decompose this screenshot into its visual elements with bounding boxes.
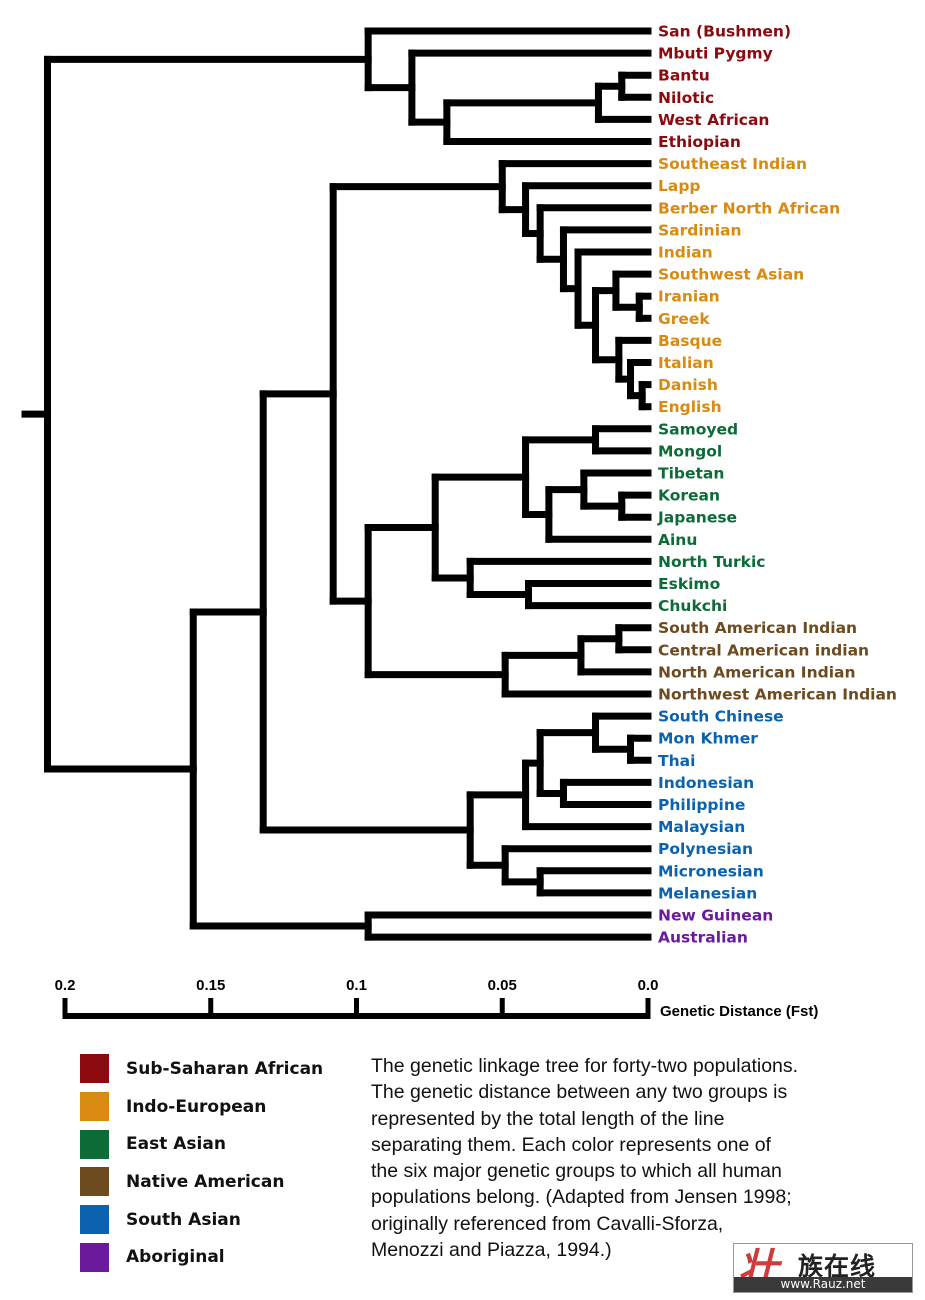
leaf-label: Chukchi xyxy=(658,597,727,615)
legend-label: South Asian xyxy=(126,1209,241,1230)
leaf-label: Southeast Indian xyxy=(658,155,807,173)
leaf-label: North American Indian xyxy=(658,663,856,681)
leaf-label: Nilotic xyxy=(658,89,714,107)
leaf-label: Melanesian xyxy=(658,884,757,902)
legend-item: South Asian xyxy=(80,1201,323,1239)
leaf-label: English xyxy=(658,398,722,416)
leaf-label: Ethiopian xyxy=(658,133,741,151)
watermark-logo[interactable]: 壮 族在线 www.Rauz.net xyxy=(733,1243,913,1293)
leaf-label: Indian xyxy=(658,244,713,262)
caption-text: The genetic linkage tree for forty-two p… xyxy=(371,1055,799,1262)
legend-swatch xyxy=(80,1205,109,1235)
legend-item: East Asian xyxy=(80,1125,323,1163)
legend-item: Indo-European xyxy=(80,1088,323,1126)
leaf-label: Samoyed xyxy=(658,420,738,438)
leaf-label: Iranian xyxy=(658,288,720,306)
legend-label: East Asian xyxy=(126,1134,226,1155)
leaf-label: Sardinian xyxy=(658,221,742,239)
leaf-label: Central American indian xyxy=(658,641,869,659)
leaf-label: Southwest Asian xyxy=(658,266,804,284)
leaf-label: Australian xyxy=(658,929,748,947)
leaf-label: Korean xyxy=(658,487,720,505)
leaf-label: South American Indian xyxy=(658,619,857,637)
leaf-label: Mbuti Pygmy xyxy=(658,45,773,63)
genetic-tree-diagram: San (Bushmen) Mbuti Pygmy Bantu Nilotic West… xyxy=(21,23,897,1020)
leaf-label: Greek xyxy=(658,310,710,328)
leaf-label: Bantu xyxy=(658,67,710,85)
leaf-label: Northwest American Indian xyxy=(658,686,897,704)
legend-label: Indo-European xyxy=(126,1096,267,1117)
leaf-label: Italian xyxy=(658,354,714,372)
leaf-labels: San (Bushmen) Mbuti Pygmy Bantu Nilotic West… xyxy=(657,23,897,947)
leaf-label: Thai xyxy=(658,752,695,770)
leaf-label: Philippine xyxy=(658,796,745,814)
leaf-label: Danish xyxy=(658,376,718,394)
leaf-label: North Turkic xyxy=(658,553,765,571)
tree-branches xyxy=(21,27,652,941)
leaf-label: Polynesian xyxy=(658,840,753,858)
legend-swatch xyxy=(80,1092,109,1122)
leaf-label: San (Bushmen) xyxy=(658,23,791,41)
leaf-label: New Guinean xyxy=(658,907,773,925)
legend-label: Sub-Saharan African xyxy=(126,1058,324,1079)
leaf-label: Tibetan xyxy=(658,465,724,483)
legend-swatch xyxy=(80,1054,109,1084)
leaf-label: Japanese xyxy=(657,509,737,527)
leaf-label: Lapp xyxy=(658,177,701,195)
watermark-url[interactable]: www.Rauz.net xyxy=(734,1277,912,1292)
leaf-label: West African xyxy=(658,111,769,129)
legend-label: Aboriginal xyxy=(126,1247,225,1268)
legend-item: Sub-Saharan African xyxy=(80,1050,323,1088)
legend-label: Native American xyxy=(126,1171,285,1192)
leaf-label: Micronesian xyxy=(658,862,764,880)
leaf-label: Mon Khmer xyxy=(658,730,758,748)
leaf-label: Basque xyxy=(658,332,722,350)
legend: Sub-Saharan African Indo-European East A… xyxy=(80,1050,323,1276)
leaf-label: Ainu xyxy=(658,531,697,549)
axis-tick-label: 0.1 xyxy=(346,977,367,994)
axis-tick-label: 0.0 xyxy=(638,977,659,994)
leaf-label: South Chinese xyxy=(658,708,784,726)
axis-title: Genetic Distance (Fst) xyxy=(660,1003,818,1020)
legend-item: Native American xyxy=(80,1163,323,1201)
leaf-label: Berber North African xyxy=(658,199,840,217)
legend-item: Aboriginal xyxy=(80,1238,323,1276)
legend-swatch xyxy=(80,1167,109,1197)
leaf-label: Mongol xyxy=(658,442,722,460)
axis-tick-label: 0.15 xyxy=(196,977,225,994)
leaf-label: Eskimo xyxy=(658,575,720,593)
axis-tick-label: 0.05 xyxy=(488,977,517,994)
legend-swatch xyxy=(80,1129,109,1159)
leaf-label: Malaysian xyxy=(658,818,745,836)
distance-axis: Genetic Distance (Fst) 0.2 0.15 0.1 0.05 0.0 xyxy=(55,977,819,1020)
legend-swatch xyxy=(80,1242,109,1272)
leaf-label: Indonesian xyxy=(658,774,754,792)
watermark-title: 族在线 xyxy=(798,1252,877,1281)
axis-tick-label: 0.2 xyxy=(55,977,76,994)
